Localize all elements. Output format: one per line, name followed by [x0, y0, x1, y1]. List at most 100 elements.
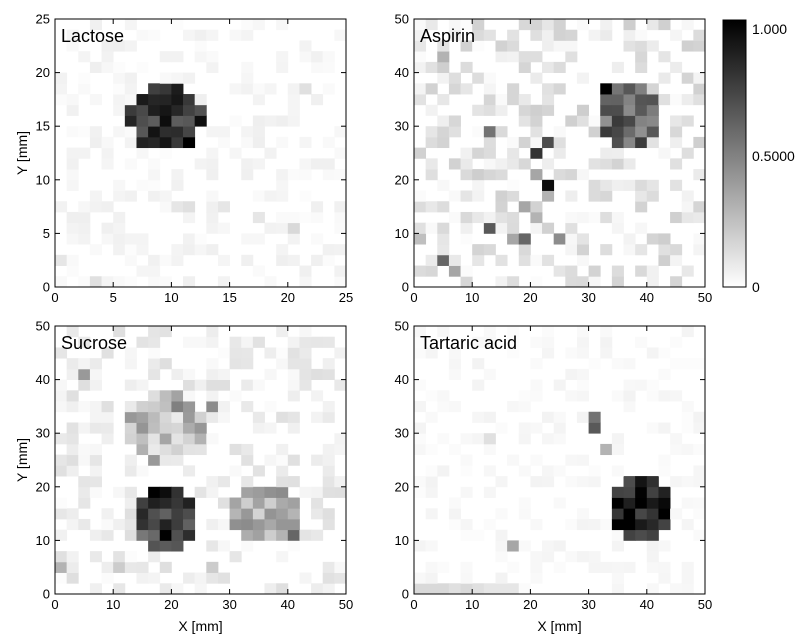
heatmap-cell	[553, 169, 566, 181]
heatmap-cell	[55, 401, 68, 413]
heatmap-cell	[276, 51, 289, 63]
heatmap-cell	[334, 433, 347, 445]
heatmap-cell	[124, 508, 137, 520]
heatmap-cell	[148, 265, 161, 277]
heatmap-cell	[495, 551, 508, 563]
heatmap-cell	[241, 454, 254, 466]
heatmap-cell	[518, 158, 531, 170]
heatmap-cell	[299, 276, 312, 288]
heatmap-cell	[472, 19, 485, 31]
heatmap-cell	[658, 497, 671, 509]
heatmap-cell	[530, 72, 543, 84]
heatmap-cell	[101, 40, 114, 52]
heatmap-cell	[414, 379, 427, 391]
heatmap-cell	[495, 190, 508, 202]
heatmap-cell	[542, 540, 555, 552]
heatmap-cell	[623, 94, 636, 106]
heatmap-cell	[322, 136, 335, 149]
heatmap-cell	[646, 422, 659, 434]
heatmap-cell	[287, 422, 300, 434]
heatmap-cell	[229, 551, 242, 563]
heatmap-cell	[565, 233, 578, 245]
heatmap-cell	[299, 326, 312, 338]
heatmap-cell	[113, 40, 126, 52]
x-tick-label: 5	[110, 290, 117, 305]
heatmap-cell	[588, 211, 601, 224]
heatmap-cell	[670, 336, 683, 348]
heatmap-cell	[425, 540, 438, 552]
heatmap-cell	[136, 104, 149, 116]
heatmap-cell	[553, 465, 566, 477]
heatmap-cell	[646, 276, 659, 288]
heatmap-cell	[136, 61, 149, 73]
heatmap-cell	[241, 508, 254, 520]
heatmap-cell	[66, 211, 79, 224]
heatmap-cell	[553, 136, 566, 149]
heatmap-cell	[600, 83, 613, 95]
heatmap-cell	[113, 276, 126, 288]
heatmap-cell	[565, 518, 578, 531]
x-tick-label: 25	[339, 290, 353, 305]
heatmap-cell	[55, 551, 68, 563]
heatmap-cell	[553, 61, 566, 73]
heatmap-cell	[623, 401, 636, 413]
heatmap-cell	[483, 158, 496, 170]
heatmap-cell	[658, 454, 671, 466]
heatmap-cell	[530, 29, 543, 41]
lactose-title: Lactose	[61, 26, 124, 46]
heatmap-cell	[507, 94, 520, 106]
heatmap-cell	[681, 265, 694, 277]
heatmap-cell	[611, 136, 624, 149]
heatmap-cell	[414, 572, 427, 584]
heatmap-cell	[693, 465, 706, 477]
heatmap-cell	[542, 179, 555, 191]
heatmap-cell	[241, 254, 254, 266]
x-tick-label: 20	[523, 290, 537, 305]
heatmap-cell	[414, 336, 427, 348]
heatmap-cell	[530, 254, 543, 266]
heatmap-cell	[322, 476, 335, 488]
heatmap-cell	[287, 379, 300, 391]
heatmap-cell	[670, 29, 683, 41]
heatmap-cell	[194, 336, 207, 348]
heatmap-cell	[448, 583, 461, 595]
heatmap-cell	[646, 390, 659, 402]
heatmap-cell	[322, 358, 335, 370]
heatmap-cell	[124, 233, 137, 245]
heatmap-cell	[518, 51, 531, 63]
y-tick-label: 20	[395, 479, 409, 494]
heatmap-cell	[472, 29, 485, 41]
heatmap-cell	[460, 147, 473, 159]
y-tick-label: 15	[36, 119, 50, 134]
heatmap-cell	[159, 104, 172, 116]
heatmap-cell	[78, 358, 91, 370]
heatmap-cell	[518, 401, 531, 413]
heatmap-cell	[66, 104, 79, 116]
heatmap-cell	[124, 433, 137, 445]
heatmap-cell	[136, 379, 149, 391]
heatmap-cell	[600, 179, 613, 191]
heatmap-cell	[66, 422, 79, 434]
heatmap-cell	[101, 401, 114, 413]
heatmap-cell	[530, 147, 543, 159]
heatmap-cell	[264, 422, 277, 434]
heatmap-cell	[518, 433, 531, 445]
heatmap-cell	[425, 201, 438, 213]
heatmap-cell	[495, 201, 508, 213]
heatmap-cell	[311, 336, 324, 348]
heatmap-cell	[136, 508, 149, 520]
heatmap-cell	[113, 104, 126, 116]
heatmap-cell	[460, 83, 473, 95]
heatmap-cell	[217, 254, 230, 266]
heatmap-cell	[159, 401, 172, 413]
heatmap-cell	[507, 29, 520, 41]
heatmap-cell	[206, 433, 219, 445]
heatmap-cell	[576, 211, 589, 224]
heatmap-cell	[171, 244, 184, 256]
heatmap-cell	[530, 126, 543, 138]
heatmap-cell	[646, 476, 659, 488]
heatmap-cell	[229, 29, 242, 41]
heatmap-cell	[530, 390, 543, 402]
heatmap-cell	[264, 486, 277, 498]
heatmap-cell	[553, 233, 566, 245]
